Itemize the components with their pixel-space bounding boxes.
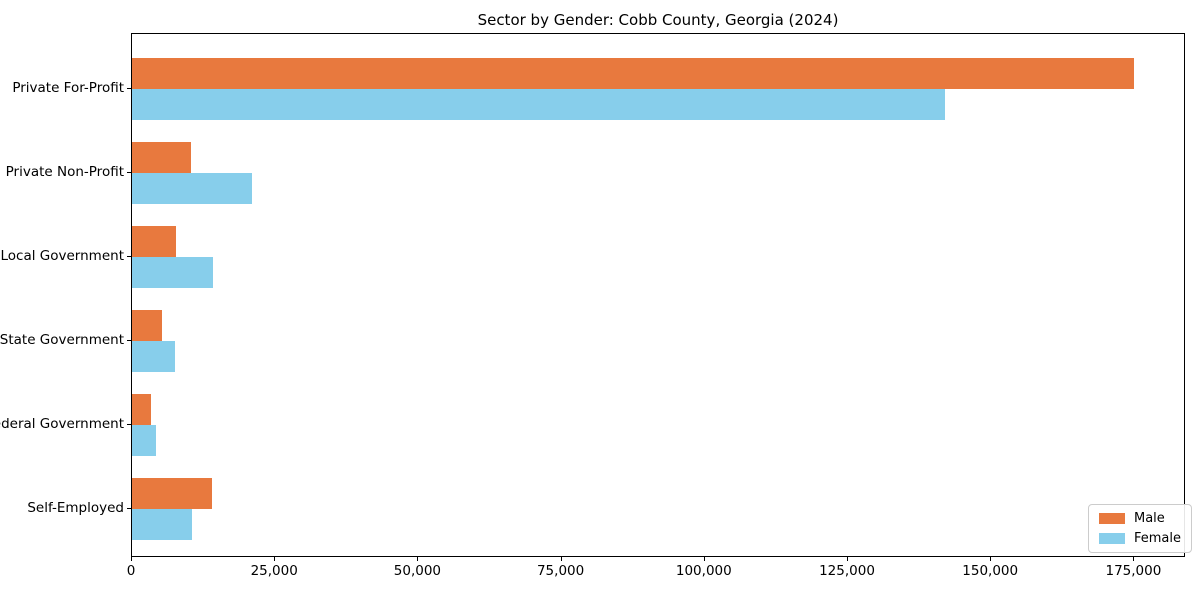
y-tick-mark (127, 255, 131, 257)
bar-male-federal-government (132, 393, 151, 425)
bar-female-private-for-profit (132, 88, 946, 120)
y-tick-mark (127, 507, 131, 509)
legend-swatch-male (1099, 513, 1125, 524)
x-tick-label: 125,000 (819, 563, 875, 579)
bar-female-private-non-profit (132, 172, 253, 204)
bar-male-private-non-profit (132, 141, 191, 173)
category-label: State Government (0, 331, 124, 348)
legend-label-male: Male (1134, 511, 1165, 526)
category-label: Federal Government (0, 415, 124, 432)
x-tick-mark (131, 557, 132, 561)
x-tick-label: 75,000 (536, 563, 585, 579)
x-tick-mark (1133, 557, 1135, 561)
bar-male-private-for-profit (132, 57, 1135, 89)
x-tick-label: 175,000 (1105, 563, 1162, 579)
x-tick-label: 100,000 (675, 563, 732, 579)
bar-female-state-government (132, 340, 175, 372)
category-label: Local Government (0, 247, 124, 264)
y-tick-mark (127, 423, 131, 425)
y-tick-mark (127, 87, 131, 89)
x-tick-mark (703, 557, 705, 561)
x-tick-mark (847, 557, 848, 561)
x-tick-mark (990, 557, 992, 561)
x-tick-label: 0 (126, 563, 136, 579)
category-label: Private Non-Profit (5, 163, 124, 180)
x-tick-mark (417, 557, 419, 561)
x-tick-label: 25,000 (250, 563, 298, 579)
x-tick-mark (560, 557, 562, 561)
bar-male-state-government (132, 309, 162, 341)
category-label: Private For-Profit (12, 79, 124, 96)
legend-swatch-female (1099, 533, 1125, 544)
plot-area (131, 33, 1185, 557)
legend-label-female: Female (1134, 531, 1182, 546)
category-label: Self-Employed (27, 499, 124, 516)
x-tick-label: 50,000 (393, 563, 442, 579)
bar-male-local-government (132, 225, 177, 257)
x-tick-mark (274, 557, 276, 561)
y-tick-mark (127, 339, 131, 341)
legend: Male Female (1088, 504, 1193, 553)
chart-title: Sector by Gender: Cobb County, Georgia (… (477, 11, 839, 29)
legend-item-male: Male (1099, 512, 1181, 525)
bar-female-local-government (132, 256, 214, 288)
y-tick-mark (127, 171, 131, 173)
bar-female-federal-government (132, 424, 157, 456)
legend-item-female: Female (1099, 532, 1181, 545)
bar-male-self-employed (132, 477, 213, 509)
x-tick-label: 150,000 (962, 563, 1019, 579)
bar-female-self-employed (132, 508, 192, 540)
